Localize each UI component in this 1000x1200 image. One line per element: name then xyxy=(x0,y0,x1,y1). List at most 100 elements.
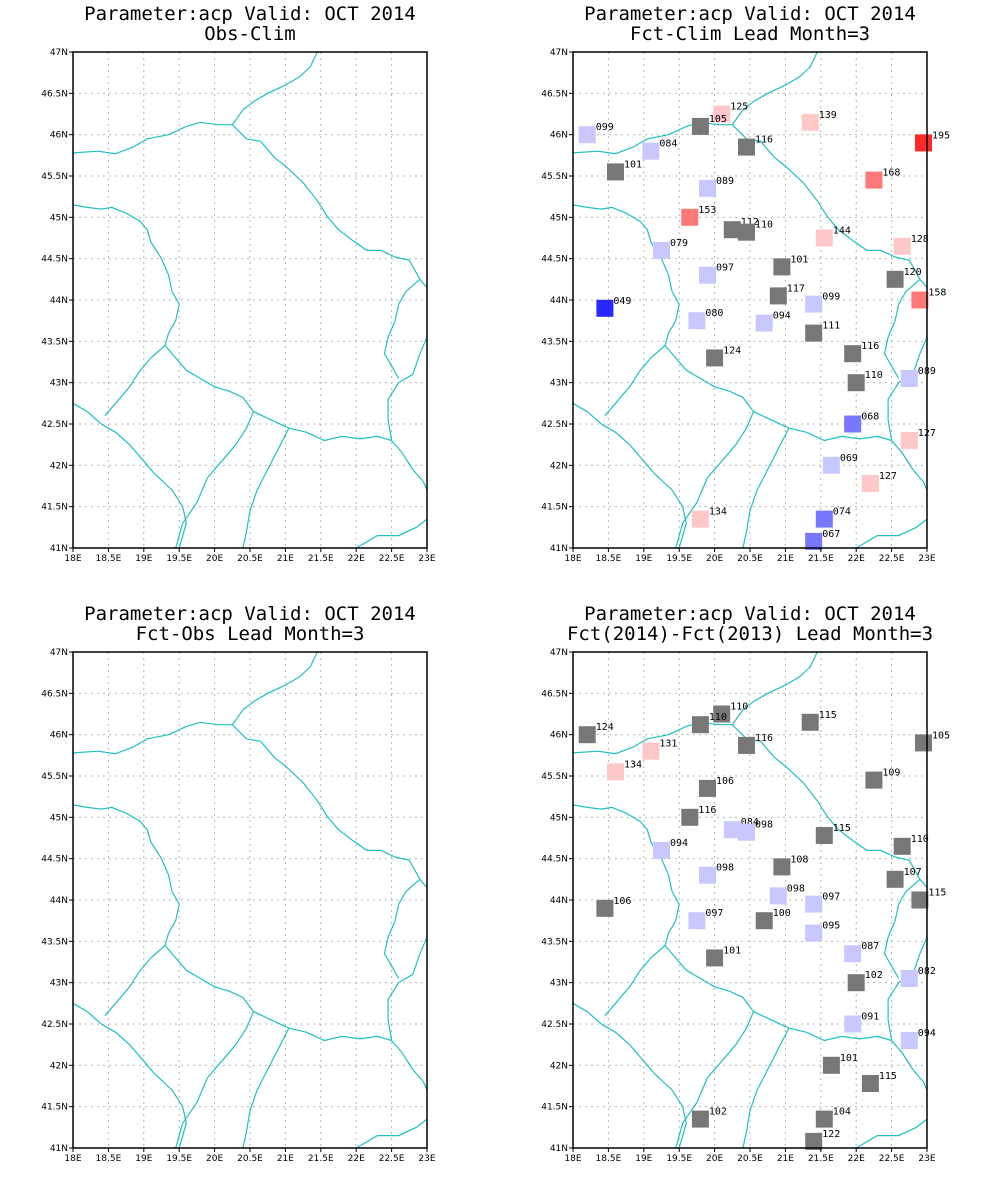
station-marker: 104 xyxy=(815,1107,851,1128)
station-marker: 099 xyxy=(805,292,840,313)
station-square xyxy=(900,1032,918,1049)
station-value-label: 094 xyxy=(773,311,791,322)
y-tick-label: 43.5N xyxy=(541,337,568,347)
country-border xyxy=(572,402,687,549)
country-border xyxy=(664,345,755,549)
country-border xyxy=(387,336,428,441)
x-tick-label: 19E xyxy=(635,554,652,564)
station-square xyxy=(822,1056,840,1074)
station-marker: 131 xyxy=(642,739,677,760)
station-marker: 124 xyxy=(578,722,614,744)
station-square xyxy=(738,138,755,156)
station-marker: 105 xyxy=(691,114,727,135)
country-border xyxy=(72,402,187,549)
x-tick-label: 19.5E xyxy=(166,1154,192,1164)
x-tick-label: 18.5E xyxy=(596,554,622,564)
station-value-label: 124 xyxy=(723,345,741,356)
country-border xyxy=(855,1118,928,1149)
y-tick-label: 45.5N xyxy=(541,772,568,782)
panel-subtitle: Fct-Clim Lead Month=3 xyxy=(629,23,871,45)
panel-title: Parameter:acp Valid: OCT 2014 xyxy=(584,603,916,625)
station-value-label: 101 xyxy=(790,254,808,265)
station-value-label: 068 xyxy=(861,412,879,423)
station-value-label: 110 xyxy=(730,702,748,713)
station-marker: 128 xyxy=(893,234,929,255)
country-border xyxy=(253,411,428,491)
station-square xyxy=(738,823,755,841)
y-tick-label: 46.5N xyxy=(41,89,68,99)
station-value-label: 074 xyxy=(833,507,851,518)
x-tick-label: 22E xyxy=(348,1154,365,1164)
x-tick-label: 18E xyxy=(564,554,581,564)
station-square xyxy=(688,312,706,330)
y-tick-label: 43.5N xyxy=(41,937,68,947)
map-panel-fct-clim: Parameter:acp Valid: OCT 2014 Fct-Clim L… xyxy=(500,0,1000,600)
station-value-label: 095 xyxy=(822,921,840,932)
country-border xyxy=(231,651,318,726)
country-border xyxy=(664,945,755,1149)
station-marker: 108 xyxy=(773,854,808,876)
station-square xyxy=(861,475,879,492)
station-value-label: 116 xyxy=(755,733,773,744)
x-tick-label: 21E xyxy=(277,554,294,564)
station-value-label: 094 xyxy=(670,838,688,849)
station-value-label: 134 xyxy=(709,507,727,518)
station-value-label: 098 xyxy=(716,863,734,874)
station-value-label: 069 xyxy=(840,453,858,464)
x-tick-label: 20E xyxy=(206,554,223,564)
station-marker: 158 xyxy=(911,288,946,309)
station-square xyxy=(900,432,918,449)
country-border xyxy=(753,411,928,491)
y-tick-label: 47N xyxy=(50,648,68,658)
x-tick-label: 20E xyxy=(706,554,723,564)
y-tick-label: 43N xyxy=(50,979,68,989)
station-marker: 098 xyxy=(738,820,773,841)
station-value-label: 087 xyxy=(861,941,879,952)
station-square xyxy=(915,734,932,752)
panel-title: Parameter:acp Valid: OCT 2014 xyxy=(584,3,916,25)
station-square xyxy=(653,241,670,259)
station-square xyxy=(900,370,918,387)
station-square xyxy=(607,163,624,181)
y-tick-label: 45.5N xyxy=(41,172,68,182)
station-value-label: 106 xyxy=(716,776,734,787)
station-square xyxy=(699,779,716,797)
x-tick-label: 22E xyxy=(348,554,365,564)
station-marker: 097 xyxy=(699,263,734,284)
country-border xyxy=(72,721,428,888)
station-square xyxy=(691,716,709,734)
station-marker: 134 xyxy=(691,507,727,528)
station-value-label: 110 xyxy=(911,834,929,845)
station-square xyxy=(773,858,791,876)
station-value-label: 144 xyxy=(833,226,851,237)
country-border xyxy=(72,204,180,417)
station-square xyxy=(865,171,883,189)
station-value-label: 112 xyxy=(741,217,759,228)
station-square xyxy=(847,374,865,392)
station-marker: 115 xyxy=(815,823,851,844)
country-border xyxy=(72,804,180,1017)
station-marker: 122 xyxy=(805,1129,840,1150)
station-marker: 100 xyxy=(755,908,791,930)
country-border xyxy=(883,878,921,979)
station-square xyxy=(773,258,791,276)
station-marker: 107 xyxy=(886,867,922,888)
station-square xyxy=(653,841,670,859)
station-square xyxy=(861,1075,879,1092)
y-tick-label: 46N xyxy=(550,131,568,141)
country-border xyxy=(731,651,818,726)
x-tick-label: 23E xyxy=(418,554,435,564)
country-border xyxy=(572,1002,687,1149)
station-square xyxy=(805,924,823,942)
station-square xyxy=(805,895,823,913)
x-tick-label: 18.5E xyxy=(596,1154,622,1164)
country-border xyxy=(253,1011,428,1091)
station-square xyxy=(815,827,833,844)
station-value-label: 134 xyxy=(624,759,642,770)
station-marker: 112 xyxy=(723,217,759,239)
station-value-label: 110 xyxy=(755,220,773,231)
map-plot: 18E 18.5E 19E 19.5E 20E 20.5E 21E 21.5E 22E 22.5E… xyxy=(41,648,436,1164)
station-square xyxy=(681,208,699,226)
station-marker: 091 xyxy=(844,1012,879,1033)
y-tick-label: 42.5N xyxy=(41,1020,68,1030)
